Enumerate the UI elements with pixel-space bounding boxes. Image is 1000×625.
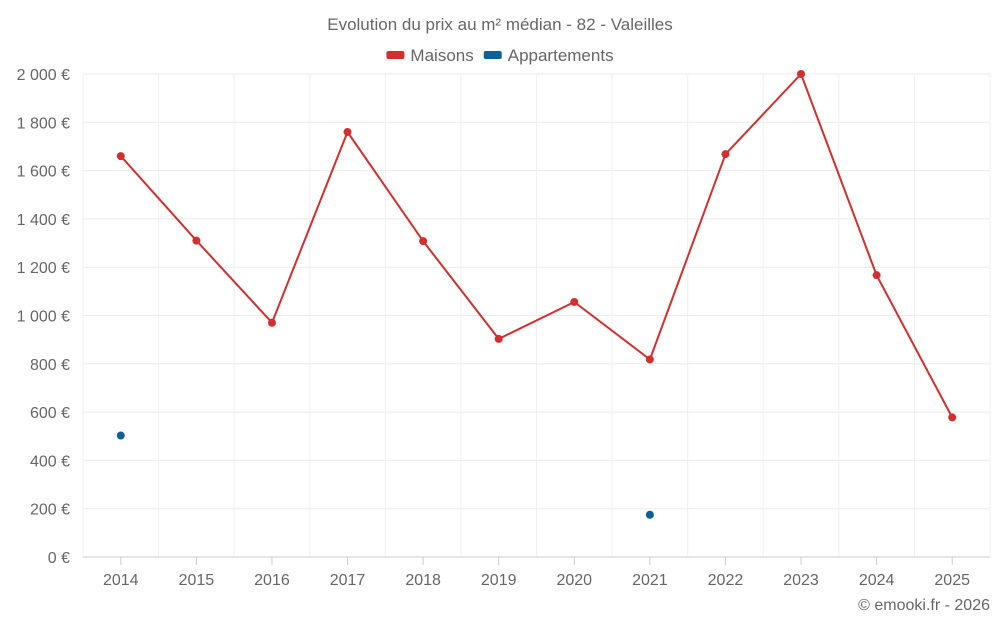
legend-item-appartements[interactable]: Appartements xyxy=(483,46,614,65)
y-tick-label: 400 € xyxy=(30,453,70,470)
y-tick-label: 600 € xyxy=(30,405,70,422)
data-point[interactable] xyxy=(872,271,881,280)
x-tick-label: 2021 xyxy=(632,572,668,589)
data-point[interactable] xyxy=(267,318,276,327)
legend-item-maisons[interactable]: Maisons xyxy=(386,46,474,65)
data-point[interactable] xyxy=(494,334,503,343)
x-tick-label: 2025 xyxy=(934,572,970,589)
data-point[interactable] xyxy=(343,127,352,136)
x-tick-label: 2023 xyxy=(783,572,819,589)
x-tick-label: 2016 xyxy=(254,572,290,589)
x-tick-label: 2020 xyxy=(556,572,592,589)
y-tick-label: 800 € xyxy=(30,357,70,374)
axes: 0 € 200 € 400 € 600 € 800 € 1 000 € 1 200 € 1 4… xyxy=(17,67,990,589)
data-point[interactable] xyxy=(645,355,654,364)
x-tick-label: 2022 xyxy=(708,572,744,589)
y-tick-label: 200 € xyxy=(30,502,70,519)
data-point[interactable] xyxy=(116,152,125,161)
data-point[interactable] xyxy=(192,236,201,245)
x-tick-label: 2024 xyxy=(859,572,895,589)
data-point[interactable] xyxy=(645,510,654,519)
series-appartements xyxy=(116,431,654,519)
x-tick-label: 2018 xyxy=(405,572,441,589)
chart-title: Evolution du prix au m² médian - 82 - Va… xyxy=(327,15,673,34)
x-tick-label: 2017 xyxy=(330,572,366,589)
x-tick-label: 2014 xyxy=(103,572,139,589)
data-point[interactable] xyxy=(948,413,957,422)
y-tick-label: 1 000 € xyxy=(17,309,70,326)
x-tick-label: 2015 xyxy=(179,572,215,589)
data-point[interactable] xyxy=(570,297,579,306)
y-tick-label: 1 200 € xyxy=(17,260,70,277)
data-point[interactable] xyxy=(721,150,730,159)
legend-swatch xyxy=(483,51,502,59)
footer-credit: © emooki.fr - 2026 xyxy=(858,597,990,614)
y-tick-label: 1 600 € xyxy=(17,164,70,181)
series-layer xyxy=(116,70,957,519)
x-tick-label: 2019 xyxy=(481,572,517,589)
y-tick-label: 1 800 € xyxy=(17,115,70,132)
series-maisons xyxy=(116,70,957,422)
y-tick-label: 0 € xyxy=(48,550,70,567)
legend-swatch xyxy=(386,51,405,59)
data-point[interactable] xyxy=(419,237,428,246)
y-tick-label: 2 000 € xyxy=(17,67,70,84)
series-line xyxy=(120,73,954,418)
legend-label: Maisons xyxy=(410,46,473,65)
data-point[interactable] xyxy=(797,70,806,78)
grid xyxy=(82,73,991,558)
legend[interactable]: Maisons Appartements xyxy=(386,46,614,65)
data-point[interactable] xyxy=(116,431,125,440)
y-tick-label: 1 400 € xyxy=(17,212,70,229)
legend-label: Appartements xyxy=(508,46,614,65)
